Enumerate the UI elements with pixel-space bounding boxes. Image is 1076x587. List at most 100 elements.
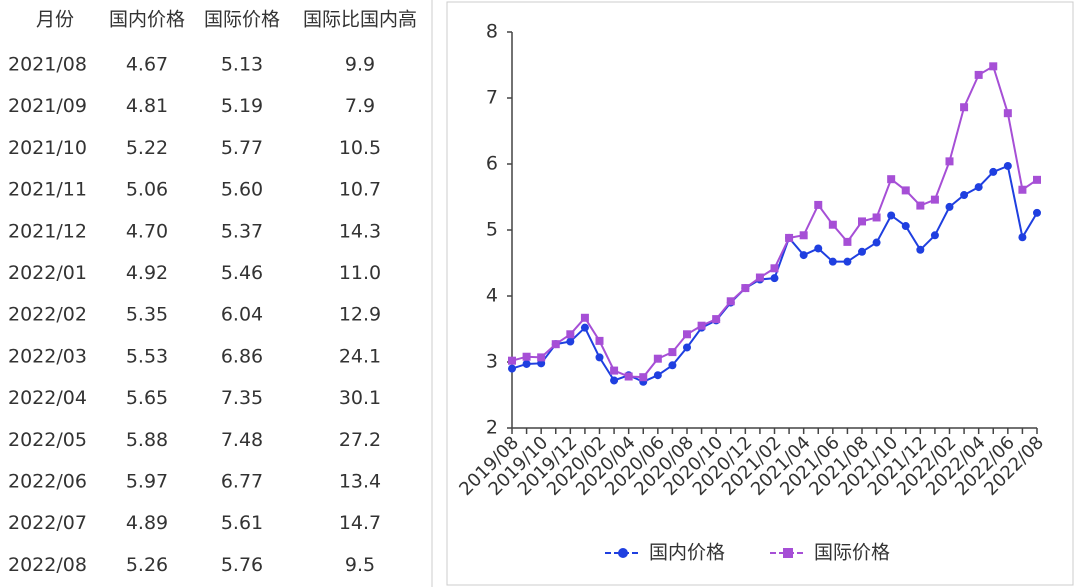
point (522, 352, 531, 361)
point (858, 247, 866, 256)
table-cell: 5.37 (221, 220, 263, 242)
table-cell: 5.76 (221, 554, 263, 576)
point (989, 62, 998, 71)
point (960, 191, 969, 200)
table-header: 国内价格 (109, 9, 185, 31)
point (960, 103, 969, 112)
point (814, 200, 823, 209)
table-cell: 7.9 (345, 95, 375, 117)
table-cell: 2022/03 (8, 345, 87, 367)
point (916, 245, 925, 254)
y-tick-label: 7 (486, 87, 498, 109)
point (1003, 161, 1012, 170)
point (712, 315, 721, 324)
point (755, 273, 764, 282)
point (799, 231, 808, 240)
table-cell: 2021/10 (8, 137, 87, 159)
table-cell: 7.35 (221, 387, 263, 409)
point (974, 70, 983, 79)
table-cell: 30.1 (339, 387, 381, 409)
table-cell: 2022/05 (8, 429, 87, 451)
point (537, 353, 546, 362)
legend-marker (783, 548, 793, 558)
point (945, 157, 954, 166)
legend-label: 国内价格 (649, 542, 725, 564)
table-cell: 4.81 (126, 95, 168, 117)
table-header: 国际比国内高 (303, 9, 417, 31)
point (683, 330, 691, 339)
table-cell: 5.46 (221, 262, 263, 284)
table-cell: 9.9 (345, 54, 375, 76)
point (858, 217, 866, 226)
point (741, 284, 750, 293)
table-cell: 2022/04 (8, 387, 87, 409)
table-cell: 5.06 (126, 179, 168, 201)
point (551, 340, 560, 349)
table-cell: 14.3 (339, 220, 381, 242)
table-cell: 5.61 (221, 512, 263, 534)
point (770, 264, 779, 273)
table-cell: 5.22 (126, 137, 168, 159)
table-cell: 5.35 (126, 304, 168, 326)
point (1033, 175, 1041, 184)
y-tick-label: 6 (486, 153, 498, 175)
point (610, 376, 619, 385)
table-cell: 4.70 (126, 220, 168, 242)
point (668, 348, 677, 357)
table-cell: 27.2 (339, 429, 381, 451)
table-cell: 6.04 (221, 304, 263, 326)
table-cell: 2022/01 (8, 262, 87, 284)
point (930, 195, 939, 204)
point (508, 356, 516, 365)
series-line (511, 164, 1038, 383)
point (566, 337, 575, 346)
point (916, 201, 925, 210)
point (843, 237, 852, 246)
point (639, 373, 648, 382)
y-tick-label: 2 (486, 417, 498, 439)
legend-label: 国际价格 (814, 542, 890, 564)
point (1003, 109, 1012, 118)
table-cell: 11.0 (339, 262, 381, 284)
table-cell: 2021/12 (8, 220, 87, 242)
table-cell: 5.53 (126, 345, 168, 367)
point (785, 233, 794, 242)
point (610, 366, 619, 375)
y-tick-label: 4 (486, 285, 498, 307)
table-cell: 5.19 (221, 95, 263, 117)
point (974, 183, 983, 192)
point (595, 336, 604, 345)
table-cell: 24.1 (339, 345, 381, 367)
point (653, 354, 662, 363)
point (872, 213, 881, 222)
point (522, 359, 531, 368)
table-header: 月份 (36, 9, 74, 31)
point (697, 321, 706, 330)
point (653, 371, 662, 380)
chart-panel (446, 1, 1074, 586)
series-line (511, 64, 1038, 379)
table-cell: 5.26 (126, 554, 168, 576)
legend-marker (618, 548, 628, 558)
point (683, 343, 691, 352)
table-cell: 9.5 (345, 554, 375, 576)
point (726, 297, 735, 306)
point (1018, 185, 1027, 194)
y-tick-label: 8 (486, 21, 498, 43)
point (580, 323, 589, 332)
table-cell: 2021/08 (8, 54, 87, 76)
point (828, 220, 837, 229)
point (872, 238, 881, 247)
point (770, 274, 779, 283)
point (566, 330, 575, 339)
point (945, 202, 954, 211)
point (668, 361, 677, 370)
point (901, 186, 910, 195)
table-cell: 2022/08 (8, 554, 87, 576)
point (508, 364, 516, 373)
table-cell: 10.5 (339, 137, 381, 159)
point (930, 231, 939, 240)
point (814, 244, 823, 253)
point (887, 175, 896, 184)
